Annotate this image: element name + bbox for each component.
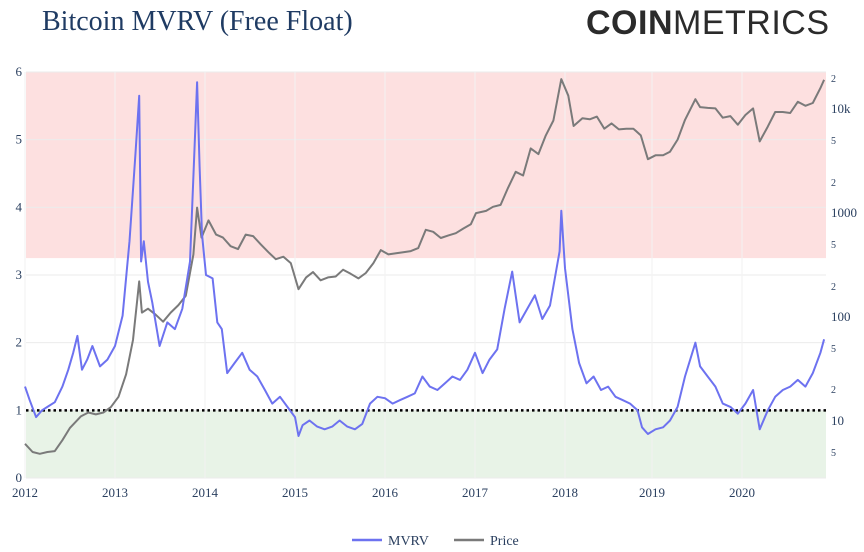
chart-title: Bitcoin MVRV (Free Float) xyxy=(42,6,353,37)
y2-tick-label: 5 xyxy=(831,136,836,147)
y2-tick-label: 10 xyxy=(831,413,844,428)
logo-bold-text: COIN xyxy=(586,4,673,42)
y2-tick-label: 2 xyxy=(831,385,836,396)
legend-label-price[interactable]: Price xyxy=(490,534,519,549)
x-tick-label: 2020 xyxy=(729,485,755,500)
series-lines xyxy=(24,78,826,455)
x-tick-label: 2012 xyxy=(12,485,38,500)
y2-tick-label: 2 xyxy=(831,74,836,85)
x-tick-label: 2015 xyxy=(282,485,308,500)
legend-label-mvrv[interactable]: MVRV xyxy=(388,534,429,549)
y2-tick-label: 2 xyxy=(831,282,836,293)
y2-tick-label: 5 xyxy=(831,448,836,459)
y2-tick-label: 100 xyxy=(831,309,851,324)
y-axis-right: 5 10 2 5 100 2 5 1000 2 5 10k 2 xyxy=(831,74,857,459)
x-tick-label: 2018 xyxy=(552,485,578,500)
x-tick-label: 2017 xyxy=(462,485,489,500)
x-tick-label: 2016 xyxy=(372,485,399,500)
y-tick-label: 2 xyxy=(16,335,23,350)
y2-tick-label: 5 xyxy=(831,240,836,251)
y-tick-label: 1 xyxy=(16,402,23,417)
y2-tick-label: 2 xyxy=(831,178,836,189)
x-tick-label: 2014 xyxy=(192,485,219,500)
undervalued-band xyxy=(26,410,826,478)
y-axis-left: 0 1 2 3 4 5 6 xyxy=(16,64,23,485)
price-series-line xyxy=(24,78,826,455)
y-tick-label: 0 xyxy=(16,470,23,485)
x-axis: 2012 2013 2014 2015 2016 2017 2018 2019 2020 xyxy=(12,485,755,500)
coinmetrics-logo: COINMETRICS xyxy=(586,4,830,43)
y2-tick-label: 5 xyxy=(831,344,836,355)
y-tick-label: 3 xyxy=(16,267,23,282)
legend[interactable]: MVRV Price xyxy=(352,534,519,549)
y-tick-label: 5 xyxy=(16,132,23,147)
y2-tick-label: 1000 xyxy=(831,205,857,220)
mvrv-series-line xyxy=(24,81,826,437)
y-tick-label: 4 xyxy=(16,199,23,214)
x-tick-label: 2013 xyxy=(102,485,128,500)
y2-tick-label: 10k xyxy=(831,101,851,116)
logo-light-text: METRICS xyxy=(673,4,830,42)
x-tick-label: 2019 xyxy=(639,485,665,500)
y-tick-label: 6 xyxy=(16,64,23,79)
